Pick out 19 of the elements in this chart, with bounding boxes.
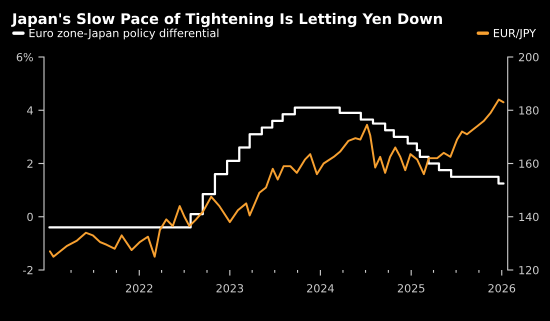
y-tick-label: 6%: [16, 52, 33, 62]
legend-label: Euro zone-Japan policy differential: [30, 28, 218, 40]
y2-tick-label: 200: [518, 52, 539, 62]
y2-tick-label: 180: [519, 106, 539, 115]
line-series: [48, 98, 504, 258]
x-tick-label: 2023: [216, 284, 244, 292]
legend-label: EUR/JPY: [494, 28, 536, 40]
y2-tick-label: 140: [519, 212, 539, 222]
x-tick-label: 2022: [126, 284, 152, 292]
y-tick-label: 0: [27, 212, 33, 222]
chart-title: Japan's Slow Pace of Tightening Is Letting Yen Down: [11, 12, 442, 28]
x-tick-label: 2024: [307, 284, 334, 292]
y2-tick-label: 160: [519, 159, 539, 168]
y-tick-label: -2: [23, 266, 32, 274]
x-tick-label: 2026: [488, 284, 516, 292]
y-tick-label: 2: [27, 159, 32, 168]
y-tick-label: 4: [27, 106, 33, 114]
x-tick-label: 2025: [398, 284, 424, 292]
y2-tick-label: 120: [519, 266, 539, 274]
